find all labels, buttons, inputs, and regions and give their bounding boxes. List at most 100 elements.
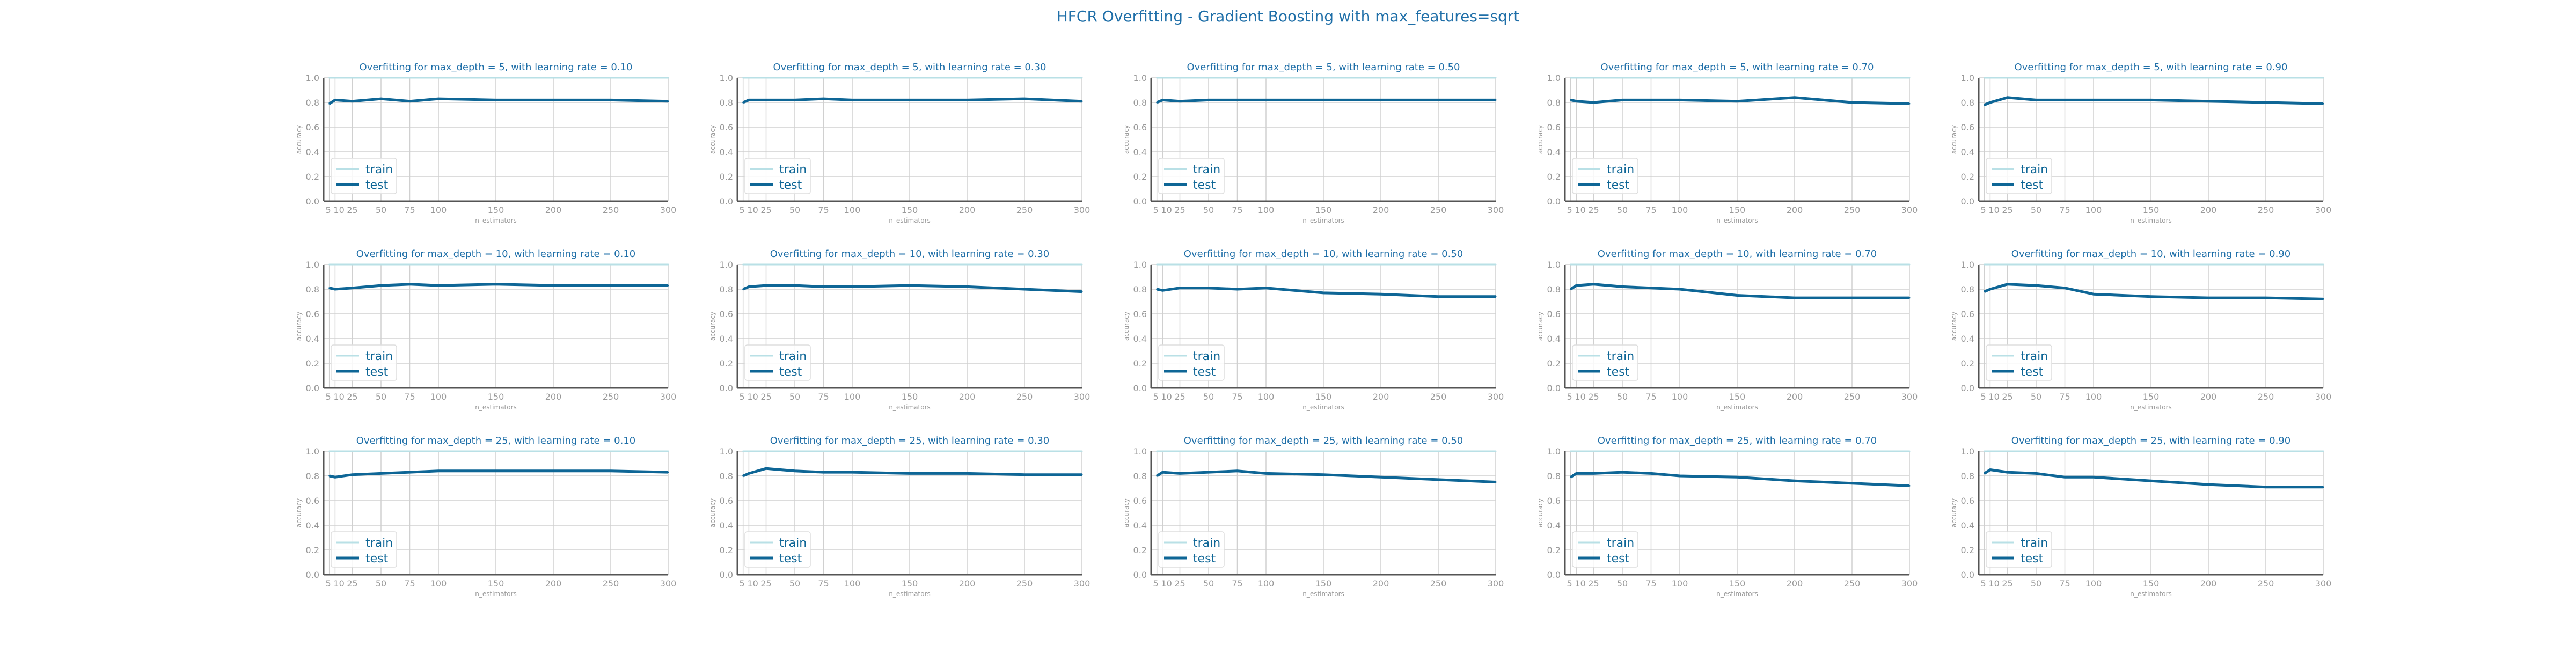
subplot-title: Overfitting for max_depth = 25, with lea… bbox=[356, 435, 636, 446]
legend-label-test: test bbox=[1607, 179, 1630, 192]
data-point-test bbox=[380, 98, 382, 100]
x-tick-label: 10 bbox=[333, 392, 344, 402]
y-tick-label: 0.2 bbox=[306, 358, 319, 369]
y-tick-label: 0.4 bbox=[1133, 147, 1147, 157]
data-point-train bbox=[1265, 263, 1267, 266]
data-point-train bbox=[1161, 77, 1163, 79]
x-axis-label: n_estimators bbox=[475, 590, 517, 598]
data-point-train bbox=[1908, 450, 1911, 452]
y-axis-label: accuracy bbox=[1536, 498, 1544, 527]
data-point-train bbox=[1265, 450, 1267, 452]
x-tick-label: 150 bbox=[488, 578, 504, 589]
x-tick-label: 300 bbox=[1074, 205, 1091, 215]
x-tick-label: 200 bbox=[959, 205, 976, 215]
y-tick-label: 1.0 bbox=[1547, 446, 1561, 457]
subplot-title: Overfitting for max_depth = 25, with lea… bbox=[770, 435, 1050, 446]
data-point-train bbox=[2265, 263, 2267, 266]
x-tick-label: 50 bbox=[789, 205, 800, 215]
series-line-test bbox=[1157, 287, 1496, 298]
data-point-test bbox=[1208, 99, 1210, 101]
x-tick-label: 250 bbox=[2258, 392, 2274, 402]
data-point-test bbox=[2064, 476, 2066, 478]
data-point-train bbox=[380, 263, 382, 266]
x-tick-label: 10 bbox=[1161, 205, 1172, 215]
data-point-train bbox=[328, 450, 331, 452]
data-point-train bbox=[1156, 77, 1158, 79]
x-tick-label: 150 bbox=[2143, 205, 2160, 215]
y-axis-label: accuracy bbox=[295, 498, 303, 527]
x-tick-label: 10 bbox=[1988, 392, 1999, 402]
data-point-test bbox=[765, 99, 767, 101]
y-tick-label: 0.4 bbox=[720, 334, 733, 344]
data-point-test bbox=[1650, 472, 1652, 474]
legend-label-test: test bbox=[1193, 365, 1216, 379]
subplot-title: Overfitting for max_depth = 10, with lea… bbox=[1598, 248, 1877, 260]
data-point-train bbox=[1794, 263, 1796, 266]
x-tick-label: 300 bbox=[2315, 205, 2332, 215]
y-tick-label: 0.0 bbox=[306, 196, 319, 207]
y-tick-label: 0.8 bbox=[1961, 284, 1974, 295]
data-point-test bbox=[1621, 99, 1623, 101]
subplot-10: Overfitting for max_depth = 10, with lea… bbox=[1950, 248, 2331, 411]
data-point-train bbox=[2035, 450, 2037, 452]
legend-label-test: test bbox=[779, 179, 802, 192]
legend: train test bbox=[1158, 158, 1225, 194]
x-tick-label: 25 bbox=[347, 578, 357, 589]
data-point-train bbox=[1736, 263, 1738, 266]
data-point-test bbox=[380, 472, 382, 474]
data-point-train bbox=[1161, 450, 1163, 452]
x-tick-label: 5 bbox=[740, 578, 745, 589]
subplot-11: Overfitting for max_depth = 25, with lea… bbox=[295, 435, 676, 598]
data-point-train bbox=[1208, 450, 1210, 452]
y-tick-label: 1.0 bbox=[1133, 260, 1147, 270]
x-tick-label: 200 bbox=[1373, 392, 1389, 402]
y-tick-label: 0.6 bbox=[306, 122, 319, 133]
data-point-test bbox=[1156, 288, 1158, 290]
x-tick-label: 25 bbox=[1588, 392, 1599, 402]
y-tick-label: 0.0 bbox=[306, 570, 319, 580]
subplot-13: Overfitting for max_depth = 25, with lea… bbox=[1123, 435, 1504, 598]
x-tick-label: 75 bbox=[818, 205, 829, 215]
data-point-train bbox=[2322, 263, 2324, 266]
x-tick-label: 10 bbox=[1161, 392, 1172, 402]
data-point-test bbox=[1736, 100, 1738, 102]
legend-label-train: train bbox=[779, 537, 807, 550]
data-point-train bbox=[1236, 263, 1238, 266]
subplot-title: Overfitting for max_depth = 5, with lear… bbox=[359, 62, 632, 73]
series-line-test bbox=[328, 97, 669, 105]
data-point-test bbox=[1081, 291, 1083, 293]
x-tick-label: 300 bbox=[1901, 205, 1918, 215]
x-tick-label: 300 bbox=[1901, 578, 1918, 589]
data-point-train bbox=[437, 77, 440, 79]
y-tick-label: 0.4 bbox=[1133, 520, 1147, 531]
x-tick-label: 300 bbox=[660, 578, 677, 589]
data-point-test bbox=[1908, 297, 1911, 299]
x-tick-label: 100 bbox=[2085, 392, 2102, 402]
legend: train test bbox=[1986, 158, 2052, 194]
data-point-test bbox=[1179, 287, 1181, 289]
y-axis-label: accuracy bbox=[1536, 312, 1544, 341]
y-tick-label: 0.6 bbox=[1133, 496, 1147, 506]
legend-label-train: train bbox=[1607, 350, 1634, 363]
y-tick-label: 0.8 bbox=[1961, 98, 1974, 108]
data-point-test bbox=[742, 288, 744, 290]
x-tick-label: 250 bbox=[2258, 578, 2274, 589]
data-point-test bbox=[1495, 481, 1497, 483]
x-tick-label: 10 bbox=[1575, 392, 1585, 402]
data-point-test bbox=[1236, 99, 1238, 101]
legend-label-test: test bbox=[2021, 552, 2044, 566]
data-point-train bbox=[1851, 450, 1853, 452]
data-point-train bbox=[1570, 263, 1572, 266]
data-point-test bbox=[1593, 101, 1594, 104]
data-point-test bbox=[1570, 476, 1572, 478]
y-tick-label: 0.6 bbox=[1961, 309, 1974, 319]
x-tick-label: 300 bbox=[1488, 578, 1504, 589]
y-tick-label: 0.0 bbox=[1961, 196, 1974, 207]
subplot-title: Overfitting for max_depth = 10, with lea… bbox=[1184, 248, 1463, 260]
y-tick-label: 0.0 bbox=[1133, 383, 1147, 393]
data-point-test bbox=[1621, 471, 1623, 473]
data-point-test bbox=[1570, 288, 1572, 290]
data-point-test bbox=[1593, 283, 1594, 285]
x-tick-label: 75 bbox=[404, 392, 415, 402]
x-tick-label: 5 bbox=[740, 392, 745, 402]
